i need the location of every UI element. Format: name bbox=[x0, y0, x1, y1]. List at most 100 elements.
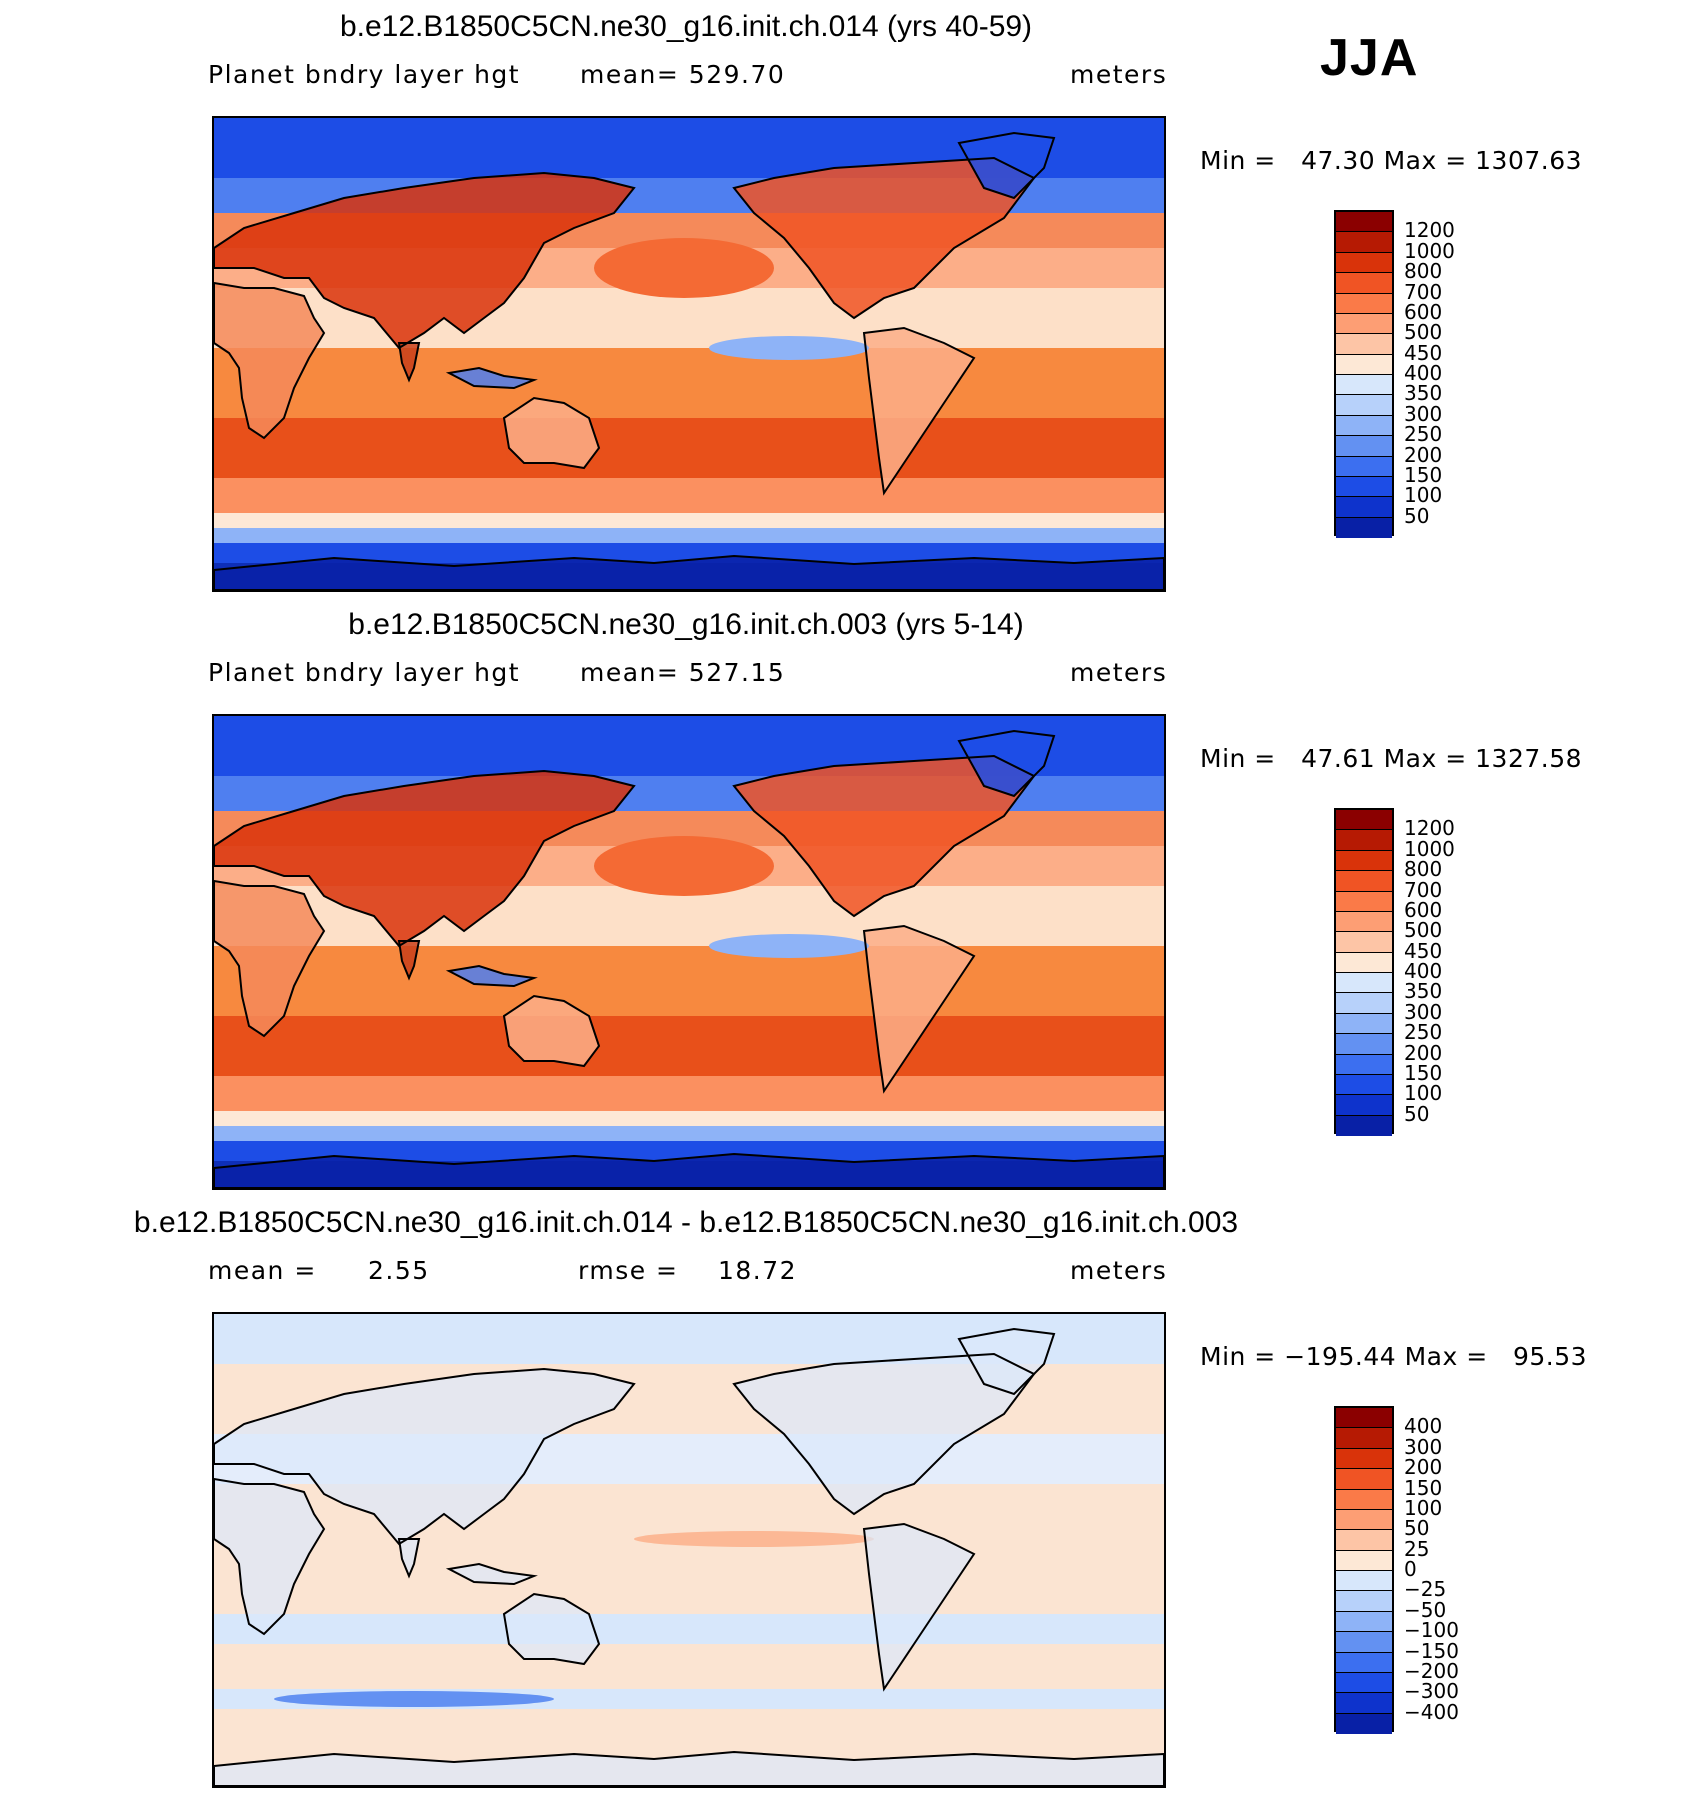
colorbar-swatch bbox=[1336, 1713, 1392, 1734]
colorbar bbox=[1334, 210, 1394, 538]
min-max-label: Min = 47.61 Max = 1327.58 bbox=[1200, 744, 1583, 773]
coastline bbox=[445, 964, 538, 988]
coastline bbox=[445, 366, 538, 390]
colorbar-swatch bbox=[1336, 810, 1392, 831]
colorbar-swatch bbox=[1336, 1448, 1392, 1470]
colorbar-swatch bbox=[1336, 1672, 1392, 1694]
colorbar-swatch bbox=[1336, 517, 1392, 538]
colorbar-tick-label: 300 bbox=[1404, 1434, 1443, 1459]
coastline bbox=[732, 156, 1036, 320]
colorbar-tick-label: −100 bbox=[1404, 1618, 1459, 1643]
colorbar-swatch bbox=[1336, 1611, 1392, 1633]
variable-label: Planet bndry layer hgt bbox=[208, 60, 521, 89]
colorbar-tick-label: 400 bbox=[1404, 959, 1443, 983]
colorbar-swatch bbox=[1336, 313, 1392, 335]
colorbar-tick-label: 400 bbox=[1404, 1414, 1443, 1439]
field-band bbox=[214, 1126, 1164, 1141]
field-band bbox=[214, 1016, 1164, 1076]
colorbar-tick-label: 150 bbox=[1404, 1060, 1443, 1085]
colorbar-swatch bbox=[1336, 952, 1392, 973]
world-map bbox=[212, 714, 1166, 1190]
field-band bbox=[214, 543, 1164, 563]
units-label: meters bbox=[1070, 658, 1168, 687]
coastline bbox=[397, 1538, 421, 1579]
panel-case-014: b.e12.B1850C5CN.ne30_g16.init.ch.014 (yr… bbox=[0, 0, 1694, 598]
colorbar-tick-label: 500 bbox=[1404, 320, 1443, 345]
colorbar-swatch bbox=[1336, 871, 1392, 892]
colorbar-tick-label: 100 bbox=[1404, 1081, 1443, 1106]
colorbar-tick-label: −400 bbox=[1404, 1699, 1459, 1724]
field-anomaly bbox=[709, 336, 869, 360]
land-field bbox=[214, 556, 1164, 590]
colorbar-swatch bbox=[1336, 375, 1392, 396]
field-band bbox=[214, 1141, 1164, 1161]
colorbar-tick-label: 200 bbox=[1404, 442, 1443, 467]
coastline bbox=[732, 1352, 1036, 1516]
coastline bbox=[445, 1562, 538, 1586]
colorbar-tick-label: 500 bbox=[1404, 918, 1443, 943]
coastline bbox=[214, 1367, 636, 1546]
map-field bbox=[214, 716, 1164, 1188]
colorbar-tick-label: 300 bbox=[1404, 401, 1443, 426]
mean-value: 2.55 bbox=[368, 1256, 430, 1285]
rmse-value: 18.72 bbox=[718, 1256, 798, 1285]
colorbar-swatch bbox=[1336, 1034, 1392, 1055]
land-field bbox=[734, 1354, 1034, 1514]
coastline bbox=[862, 924, 976, 1094]
coastline bbox=[214, 281, 326, 440]
rmse-label: rmse = bbox=[578, 1256, 679, 1285]
colorbar-swatch bbox=[1336, 436, 1392, 457]
colorbar-swatch bbox=[1336, 911, 1392, 933]
colorbar-tick-label: 300 bbox=[1404, 999, 1443, 1024]
field-band bbox=[214, 1076, 1164, 1111]
colorbar-swatch bbox=[1336, 212, 1392, 233]
colorbar-tick-label: 250 bbox=[1404, 422, 1443, 447]
colorbar-tick-label: 50 bbox=[1404, 1516, 1430, 1541]
field-anomaly bbox=[634, 1531, 874, 1547]
colorbar-tick-label: 600 bbox=[1404, 299, 1443, 324]
land-field bbox=[504, 1594, 599, 1664]
colorbar-tick-label: 1200 bbox=[1404, 218, 1455, 243]
colorbar-swatch bbox=[1336, 1530, 1392, 1551]
map-field bbox=[214, 118, 1164, 590]
field-anomaly bbox=[709, 934, 869, 958]
land-field bbox=[214, 173, 634, 348]
colorbar-swatch bbox=[1336, 1013, 1392, 1035]
colorbar-tick-label: 100 bbox=[1404, 483, 1443, 508]
land-field bbox=[864, 926, 974, 1091]
map-field bbox=[214, 1314, 1164, 1786]
colorbar-swatch bbox=[1336, 456, 1392, 477]
colorbar-tick-label: 350 bbox=[1404, 979, 1443, 1004]
colorbar-swatch bbox=[1336, 1632, 1392, 1653]
coastline bbox=[214, 1477, 326, 1636]
coastline bbox=[214, 879, 326, 1038]
panel-difference: b.e12.B1850C5CN.ne30_g16.init.ch.014 - b… bbox=[0, 1196, 1694, 1794]
coastline bbox=[862, 1522, 976, 1692]
colorbar-swatch bbox=[1336, 293, 1392, 314]
coastline bbox=[214, 1152, 1164, 1188]
colorbar-tick-label: 150 bbox=[1404, 462, 1443, 487]
colorbar-tick-label: 25 bbox=[1404, 1536, 1430, 1561]
colorbar-swatch bbox=[1336, 1571, 1392, 1592]
land-field bbox=[734, 158, 1034, 318]
variable-label: Planet bndry layer hgt bbox=[208, 658, 521, 687]
mean-label: mean= 529.70 bbox=[580, 60, 786, 89]
land-field bbox=[399, 941, 419, 978]
colorbar-tick-label: 200 bbox=[1404, 1455, 1443, 1480]
colorbar-swatch bbox=[1336, 1074, 1392, 1096]
colorbar-tick-label: 50 bbox=[1404, 503, 1430, 528]
colorbar-swatch bbox=[1336, 497, 1392, 518]
field-band bbox=[214, 478, 1164, 513]
colorbar-swatch bbox=[1336, 1115, 1392, 1136]
land-field bbox=[864, 1524, 974, 1689]
colorbar-tick-label: 1000 bbox=[1404, 836, 1455, 861]
colorbar-tick-label: −300 bbox=[1404, 1679, 1459, 1704]
coastline bbox=[214, 554, 1164, 590]
colorbar-tick-label: 450 bbox=[1404, 340, 1443, 365]
colorbar-swatch bbox=[1336, 1693, 1392, 1714]
coastline bbox=[502, 994, 601, 1068]
land-field bbox=[214, 1369, 634, 1544]
colorbar-swatch bbox=[1336, 232, 1392, 253]
land-field bbox=[504, 398, 599, 468]
colorbar-swatch bbox=[1336, 1550, 1392, 1571]
